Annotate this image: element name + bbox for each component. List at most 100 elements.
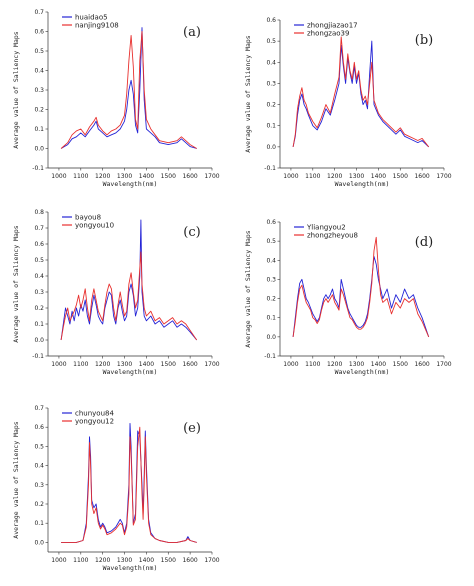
x-axis-label: Wavelength(nm) xyxy=(335,180,390,188)
series-line-huaidao5 xyxy=(60,27,197,149)
y-tick-label: 0.1 xyxy=(34,126,44,133)
series-line-yongyou12 xyxy=(61,426,197,543)
panel-label: (b) xyxy=(415,33,433,48)
legend-label: Yliangyou2 xyxy=(306,224,346,232)
y-tick-label: 0.8 xyxy=(34,209,44,216)
y-tick-label: 0.3 xyxy=(266,276,276,283)
y-tick-label: 0.2 xyxy=(266,102,276,109)
x-tick-label: 1500 xyxy=(393,361,408,368)
y-tick-label: 0.5 xyxy=(34,257,44,264)
legend-label: yongyou12 xyxy=(75,418,114,426)
x-tick-label: 1400 xyxy=(371,361,386,368)
series-line-bayou8 xyxy=(60,219,198,341)
x-tick-label: 1500 xyxy=(393,173,408,180)
x-tick-label: 1200 xyxy=(95,173,110,180)
y-tick-label: 0.0 xyxy=(34,146,44,153)
legend-label: huaidao5 xyxy=(75,14,108,22)
x-tick-label: 1500 xyxy=(161,557,176,564)
y-tick-label: -0.1 xyxy=(264,165,276,172)
x-tick-label: 1600 xyxy=(414,173,429,180)
x-tick-label: 1000 xyxy=(283,361,298,368)
panel-label: (d) xyxy=(415,235,433,250)
chart-panel-0: 1000 1100 1200 1300 1400 1500 1600 1700 -0.1 0.0 0… xyxy=(12,9,220,188)
x-tick-label: 1300 xyxy=(117,557,132,564)
x-tick-label: 1300 xyxy=(349,173,364,180)
legend-label: yongyou10 xyxy=(75,222,114,230)
legend-label: zhongzheyou8 xyxy=(307,232,358,240)
y-axis-label: Average value of Saliency Maps xyxy=(12,31,20,148)
y-tick-label: 0.2 xyxy=(34,501,44,508)
x-tick-label: 1600 xyxy=(182,361,197,368)
x-tick-label: 1300 xyxy=(117,173,132,180)
x-tick-label: 1000 xyxy=(283,173,298,180)
y-tick-label: -0.1 xyxy=(32,353,44,360)
legend-label: chunyou84 xyxy=(75,410,114,418)
y-tick-label: -0.1 xyxy=(32,165,44,172)
y-tick-label: 0.6 xyxy=(34,241,44,248)
y-tick-label: 0.7 xyxy=(34,225,44,232)
y-tick-label: 0.2 xyxy=(34,107,44,114)
legend-label: bayou8 xyxy=(75,214,101,222)
x-axis-label: Wavelength(nm) xyxy=(103,564,158,572)
y-tick-label: 0.3 xyxy=(34,289,44,296)
x-tick-label: 1300 xyxy=(349,361,364,368)
y-axis-label: Average value of Saliency Maps xyxy=(12,421,20,538)
y-tick-label: 0.4 xyxy=(34,463,44,470)
x-tick-label: 1700 xyxy=(436,173,451,180)
y-tick-label: 0.2 xyxy=(266,296,276,303)
y-tick-label: 0.7 xyxy=(34,405,44,412)
x-tick-label: 1700 xyxy=(204,361,219,368)
y-axis-label: Average value of Saliency Maps xyxy=(244,35,252,152)
y-tick-label: 0.1 xyxy=(34,520,44,527)
x-tick-label: 1400 xyxy=(139,173,154,180)
panel-label: (a) xyxy=(183,25,201,40)
y-tick-label: 0.4 xyxy=(34,273,44,280)
x-tick-label: 1400 xyxy=(139,557,154,564)
y-tick-label: 0.4 xyxy=(266,257,276,264)
series-line-yongyou10 xyxy=(60,251,198,341)
x-tick-label: 1500 xyxy=(161,361,176,368)
x-tick-label: 1500 xyxy=(161,173,176,180)
x-tick-label: 1400 xyxy=(371,173,386,180)
x-tick-label: 1700 xyxy=(204,173,219,180)
x-tick-label: 1000 xyxy=(51,557,66,564)
y-tick-label: 0.5 xyxy=(266,238,276,245)
x-tick-label: 1400 xyxy=(139,361,154,368)
x-tick-label: 1200 xyxy=(95,557,110,564)
y-tick-label: 0.6 xyxy=(34,424,44,431)
x-tick-label: 1200 xyxy=(327,173,342,180)
x-tick-label: 1100 xyxy=(305,361,320,368)
y-tick-label: 0.7 xyxy=(34,9,44,16)
y-tick-label: 0.6 xyxy=(34,29,44,36)
y-tick-label: 0.1 xyxy=(266,123,276,130)
x-tick-label: 1600 xyxy=(182,557,197,564)
x-tick-label: 1000 xyxy=(51,173,66,180)
x-tick-label: 1100 xyxy=(73,361,88,368)
y-tick-label: 0.5 xyxy=(34,48,44,55)
x-tick-label: 1200 xyxy=(95,361,110,368)
x-tick-label: 1000 xyxy=(51,361,66,368)
x-tick-label: 1100 xyxy=(73,173,88,180)
chart-panel-1: 1000 1100 1200 1300 1400 1500 1600 1700 -0.1 0.0 0… xyxy=(244,17,452,188)
legend-label: zhongjiazao17 xyxy=(307,22,358,30)
x-tick-label: 1100 xyxy=(73,557,88,564)
chart-panel-2: 1000 1100 1200 1300 1400 1500 1600 1700 -0.1 0.0 0… xyxy=(12,209,220,376)
x-tick-label: 1700 xyxy=(436,361,451,368)
y-tick-label: 0.0 xyxy=(34,539,44,546)
legend-label: nanjing9108 xyxy=(75,22,119,30)
panel-label: (c) xyxy=(183,225,200,240)
y-tick-label: 0.0 xyxy=(34,337,44,344)
x-tick-label: 1600 xyxy=(182,173,197,180)
x-tick-label: 1600 xyxy=(414,361,429,368)
x-tick-label: 1200 xyxy=(327,361,342,368)
chart-panel-4: 1000 1100 1200 1300 1400 1500 1600 1700 0.0 0.1 0.… xyxy=(12,405,220,572)
series-line-zhongzheyou8 xyxy=(292,236,430,338)
y-tick-label: 0.0 xyxy=(266,144,276,151)
y-axis-label: Average value of Saliency Maps xyxy=(244,230,252,347)
y-tick-label: 0.1 xyxy=(266,315,276,322)
series-line-zhongzao39 xyxy=(292,36,430,148)
x-axis-label: Wavelength(nm) xyxy=(103,180,158,188)
y-tick-label: 0.4 xyxy=(266,59,276,66)
y-tick-label: 0.3 xyxy=(34,87,44,94)
